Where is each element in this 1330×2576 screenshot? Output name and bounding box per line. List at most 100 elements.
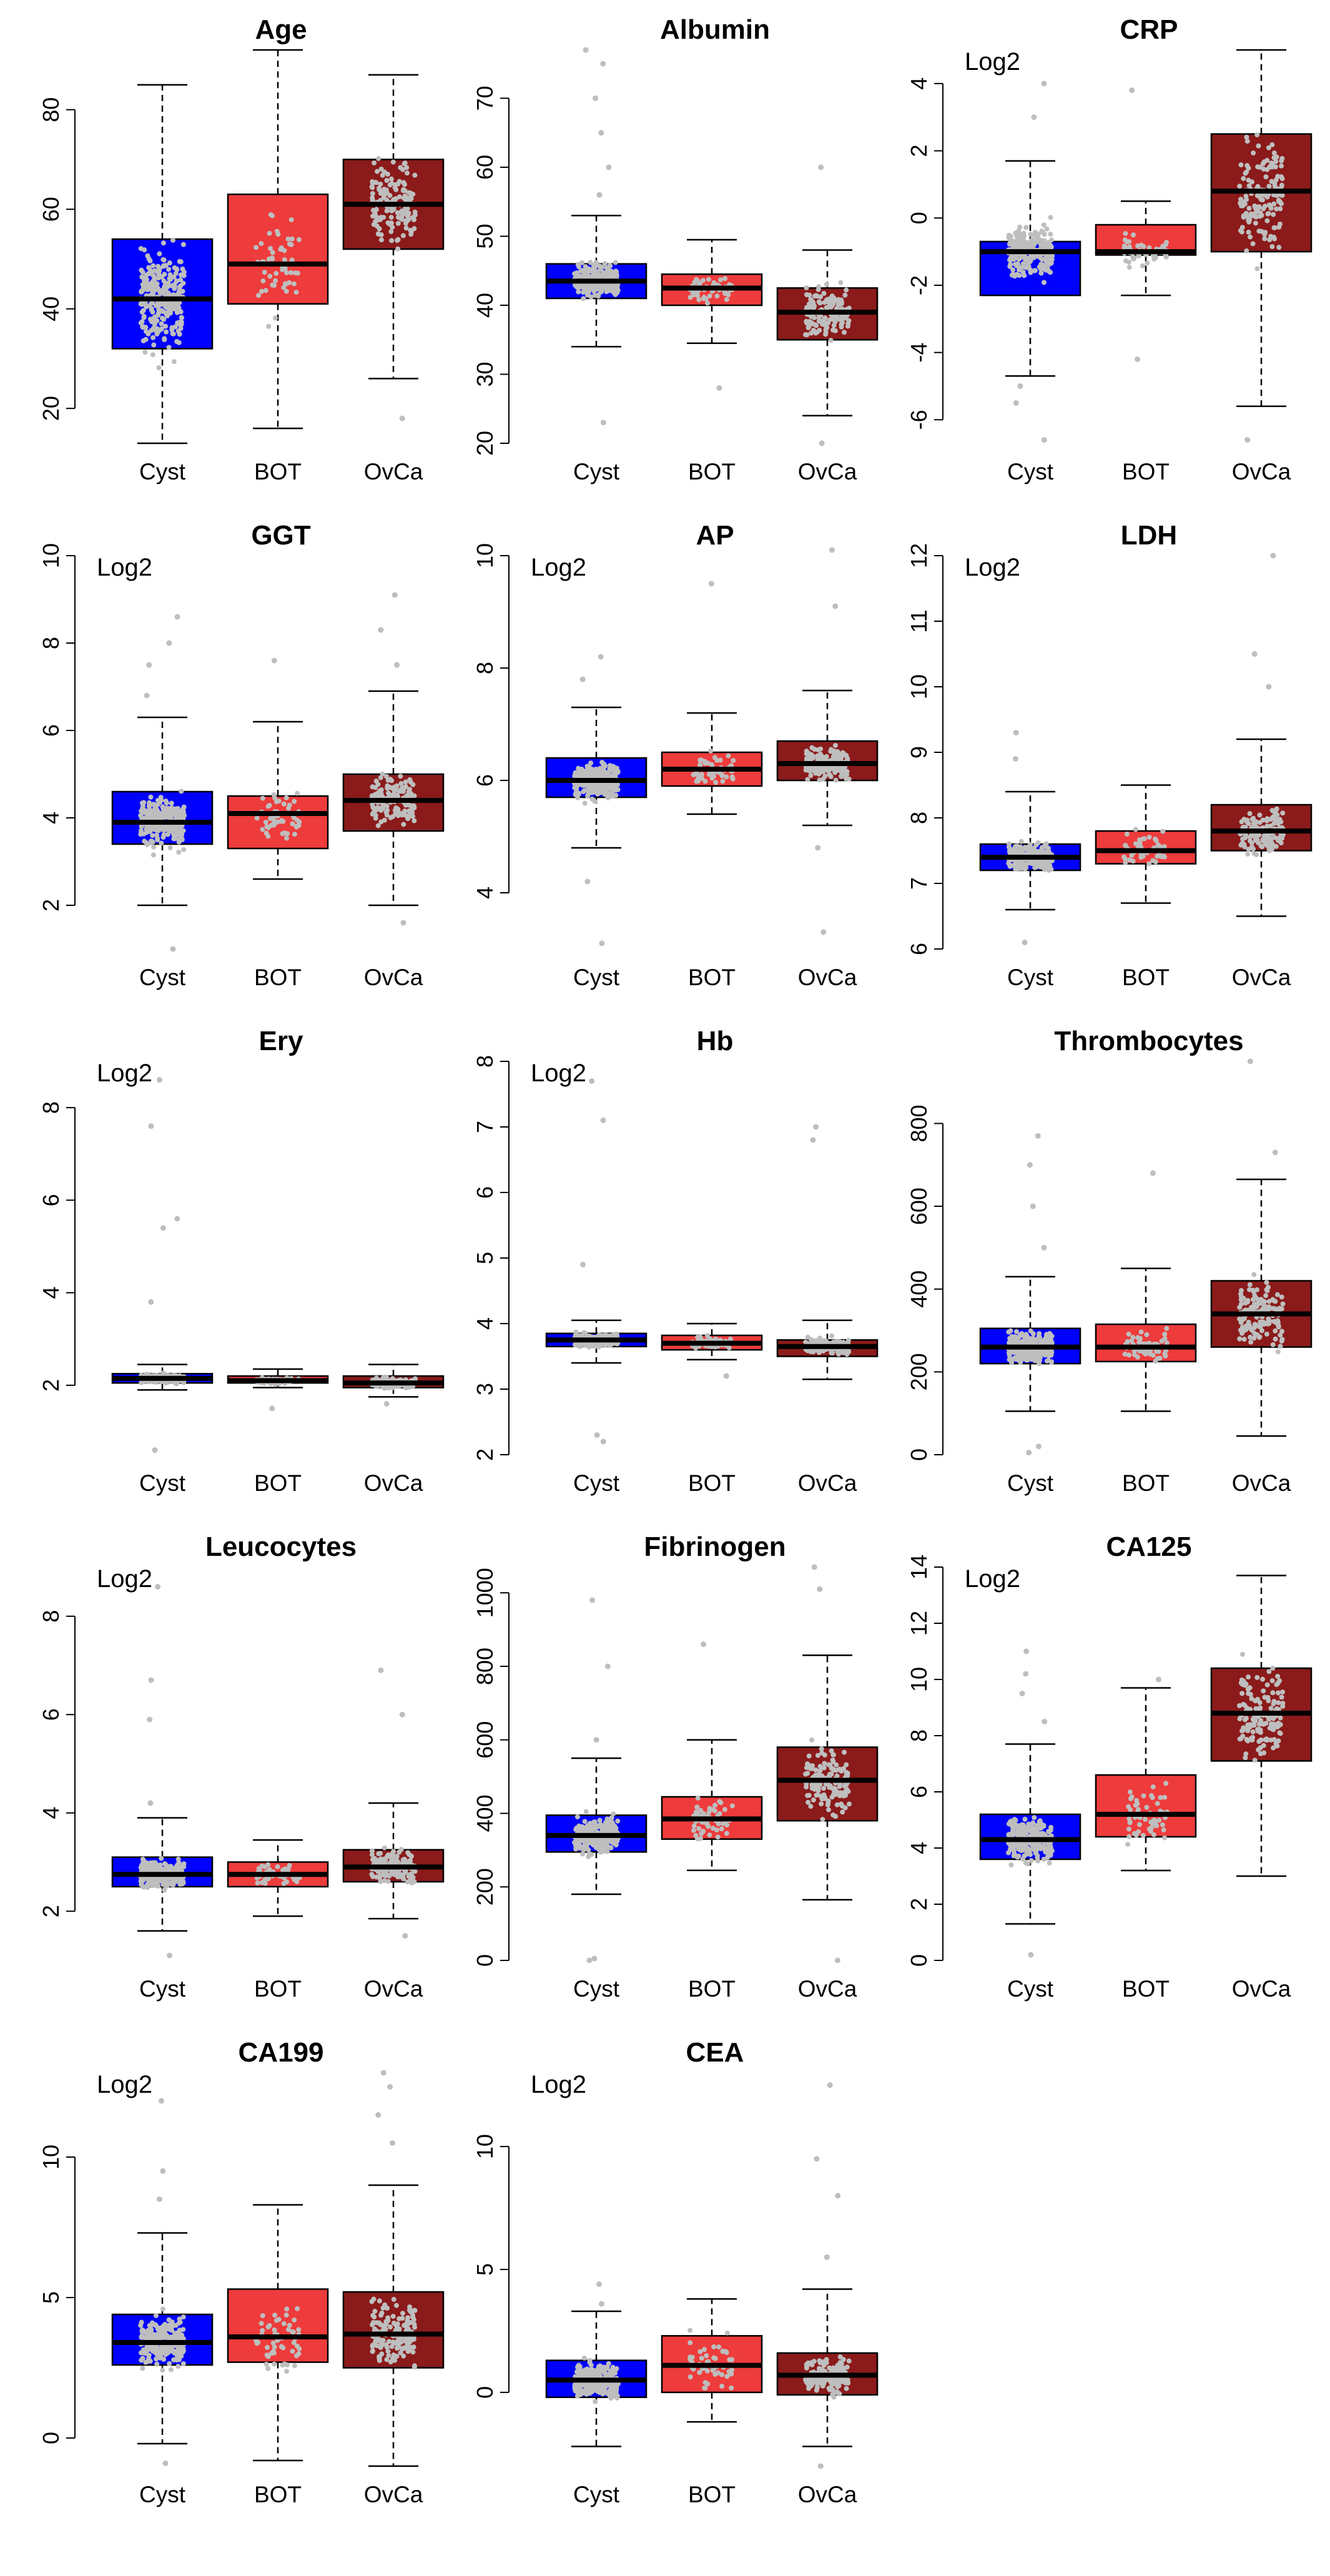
y-tick-label: 20: [38, 396, 64, 421]
data-point: [1266, 1299, 1272, 1304]
outlier-point: [156, 1077, 162, 1083]
data-point: [264, 823, 270, 829]
data-point: [1247, 1325, 1253, 1331]
data-point: [180, 242, 186, 247]
data-point: [169, 1882, 174, 1887]
data-point: [829, 747, 834, 752]
y-tick-label: 800: [906, 1104, 932, 1142]
data-point: [296, 237, 302, 242]
data-point: [154, 1862, 160, 1868]
data-point: [1244, 163, 1250, 169]
data-point: [150, 317, 156, 322]
outlier-point: [1129, 87, 1135, 94]
data-point: [267, 245, 273, 251]
data-point: [280, 819, 286, 824]
data-point: [280, 1867, 286, 1873]
outlier-point: [1035, 1133, 1041, 1139]
data-point: [837, 302, 842, 308]
data-point: [280, 265, 285, 271]
y-tick-label: 4: [472, 887, 498, 899]
data-point: [1266, 202, 1272, 208]
outlier-point: [599, 940, 605, 946]
y-tick-label: 7: [472, 1121, 498, 1133]
data-point: [395, 210, 400, 215]
y-tick-label: 0: [906, 212, 932, 224]
data-point: [1017, 257, 1022, 262]
outlier-point: [708, 581, 714, 587]
data-point: [178, 283, 184, 288]
data-point: [1012, 262, 1018, 267]
outlier-point: [584, 878, 591, 885]
outlier-point: [1017, 383, 1023, 389]
category-label: OvCa: [364, 459, 423, 484]
panel-title: Leucocytes: [205, 1531, 357, 1562]
data-point: [1274, 820, 1280, 825]
box-cyst: [111, 1584, 214, 1959]
data-point: [1242, 844, 1248, 850]
data-point: [174, 339, 180, 345]
data-point: [142, 350, 148, 355]
data-point: [370, 214, 376, 219]
outlier-point: [1022, 940, 1028, 945]
data-point: [175, 1856, 181, 1862]
data-point: [285, 236, 291, 242]
data-point: [585, 290, 591, 295]
data-point: [1264, 194, 1270, 200]
outlier-point: [1135, 356, 1141, 362]
data-point: [164, 329, 169, 335]
data-point: [141, 313, 147, 319]
data-point: [408, 227, 413, 233]
data-point: [388, 215, 394, 220]
data-point: [280, 831, 285, 837]
data-point: [1272, 182, 1278, 188]
data-point: [283, 795, 289, 800]
data-point: [1253, 220, 1258, 226]
data-point: [1126, 265, 1132, 270]
data-point: [1028, 850, 1033, 855]
data-point: [1044, 850, 1050, 855]
data-point: [267, 230, 272, 236]
data-point: [573, 1342, 578, 1348]
data-point: [1251, 851, 1257, 857]
data-point: [259, 288, 265, 294]
category-label: BOT: [1122, 965, 1170, 990]
data-point: [403, 813, 408, 819]
outlier-point: [1027, 1162, 1033, 1168]
data-point: [1048, 243, 1053, 248]
data-point: [1163, 1353, 1168, 1359]
y-tick-label: 4: [38, 1287, 64, 1299]
data-point: [600, 270, 606, 275]
data-point: [1126, 260, 1131, 265]
jitter-points: [803, 1124, 852, 1357]
y-tick-label: 60: [38, 197, 64, 222]
data-point: [1162, 1336, 1168, 1342]
data-point: [1164, 240, 1170, 245]
y-tick-label: 600: [906, 1187, 932, 1225]
category-label: BOT: [1122, 459, 1170, 484]
data-point: [825, 297, 831, 302]
data-point: [263, 288, 268, 293]
data-point: [395, 237, 401, 242]
data-point: [179, 827, 184, 833]
data-point: [169, 1866, 175, 1872]
data-point: [375, 169, 380, 174]
data-point: [260, 278, 266, 284]
data-point: [1018, 1332, 1024, 1338]
data-point: [373, 812, 378, 818]
data-point: [707, 293, 712, 299]
data-point: [816, 315, 822, 321]
outlier-point: [600, 1438, 606, 1445]
data-point: [1248, 211, 1254, 217]
data-point: [832, 297, 837, 303]
y-tick-label: -2: [906, 275, 932, 295]
data-point: [726, 753, 731, 759]
data-point: [1257, 812, 1263, 818]
data-point: [159, 1856, 164, 1861]
data-point: [151, 342, 157, 348]
category-label: BOT: [688, 965, 736, 990]
outlier-point: [716, 385, 722, 391]
data-point: [838, 280, 844, 285]
data-point: [1244, 139, 1250, 144]
